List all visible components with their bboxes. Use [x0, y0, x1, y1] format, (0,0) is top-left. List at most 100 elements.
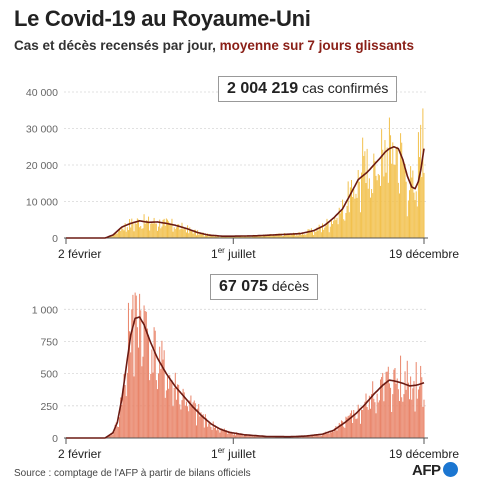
data-bar	[199, 416, 201, 438]
data-bar	[316, 434, 318, 438]
data-bar	[380, 185, 382, 238]
data-bar	[410, 166, 412, 238]
data-bar	[250, 436, 252, 438]
data-bar	[277, 234, 279, 238]
data-bar	[110, 435, 112, 438]
data-bar	[307, 229, 309, 238]
data-bar	[139, 227, 141, 238]
data-bar	[248, 435, 250, 438]
data-bar	[401, 142, 403, 238]
data-bar	[182, 388, 184, 438]
data-bar	[150, 373, 152, 438]
data-bar	[267, 234, 269, 238]
data-bar	[337, 427, 339, 438]
data-bar	[414, 200, 416, 238]
data-bar	[178, 384, 180, 438]
data-bar	[378, 400, 380, 438]
data-bar	[142, 356, 144, 438]
data-bar	[405, 389, 407, 438]
data-bar	[280, 436, 282, 438]
data-bar	[420, 124, 422, 238]
data-bar	[153, 217, 155, 238]
data-bar	[135, 223, 137, 238]
data-bar	[217, 426, 219, 438]
data-bar	[265, 436, 267, 438]
data-bar	[255, 436, 257, 438]
data-bar	[336, 430, 338, 438]
data-bar	[403, 394, 405, 438]
data-bar	[206, 418, 208, 438]
data-bar	[165, 218, 167, 238]
data-bar	[304, 436, 306, 438]
data-bar	[197, 408, 199, 438]
data-bar	[404, 371, 406, 438]
data-bar	[384, 140, 386, 238]
data-bar	[127, 302, 129, 438]
data-bar	[194, 403, 196, 438]
data-bar	[324, 227, 326, 238]
data-bar	[298, 436, 300, 438]
data-bar	[151, 222, 153, 238]
data-bar	[411, 177, 413, 238]
data-bar	[218, 430, 220, 438]
data-bar	[168, 388, 170, 438]
data-bar	[187, 406, 189, 438]
data-bar	[396, 378, 398, 438]
data-bar	[185, 401, 187, 438]
data-bar	[172, 406, 174, 438]
data-bar	[150, 223, 152, 238]
data-bar	[405, 181, 407, 238]
data-bar	[384, 382, 386, 438]
data-bar	[216, 430, 218, 438]
data-bar	[291, 234, 293, 238]
data-bar	[180, 409, 182, 438]
data-bar	[121, 227, 123, 238]
data-bar	[414, 411, 416, 438]
data-bar	[348, 212, 350, 238]
data-bar	[145, 220, 147, 238]
data-bar	[224, 431, 226, 438]
data-bar	[179, 229, 181, 238]
data-bar	[246, 236, 248, 238]
data-bar	[204, 233, 206, 238]
data-bar	[400, 355, 402, 438]
data-bar	[264, 235, 266, 238]
data-bar	[166, 219, 168, 238]
data-bar	[344, 427, 346, 438]
data-bar	[189, 227, 191, 238]
data-bar	[354, 198, 356, 238]
data-bar	[413, 381, 415, 438]
data-bar	[419, 157, 421, 238]
data-bar	[271, 235, 273, 238]
data-bar	[306, 233, 308, 238]
data-bar	[375, 413, 377, 438]
data-bar	[394, 367, 396, 438]
data-bar	[377, 402, 379, 438]
data-bar	[137, 219, 139, 238]
data-bar	[376, 180, 378, 238]
data-bar	[320, 435, 322, 438]
data-bar	[333, 431, 335, 438]
data-bar	[407, 200, 409, 238]
data-bar	[156, 230, 158, 238]
data-bar	[112, 235, 114, 238]
data-bar	[408, 190, 411, 238]
data-bar	[160, 369, 162, 438]
data-bar	[367, 409, 369, 438]
data-bar	[361, 172, 363, 238]
data-bar	[310, 228, 312, 238]
data-bar	[296, 234, 298, 238]
data-bar	[398, 193, 400, 238]
data-bar	[120, 230, 122, 238]
data-bar	[239, 236, 241, 238]
data-bar	[107, 436, 109, 438]
data-bar	[308, 435, 310, 438]
data-bar	[233, 236, 235, 238]
data-bar	[136, 327, 138, 438]
data-bar	[257, 235, 259, 238]
data-bar	[164, 397, 166, 438]
data-bar	[240, 433, 242, 438]
data-bar	[310, 435, 312, 438]
data-bar	[191, 404, 193, 438]
data-bar	[169, 222, 171, 238]
